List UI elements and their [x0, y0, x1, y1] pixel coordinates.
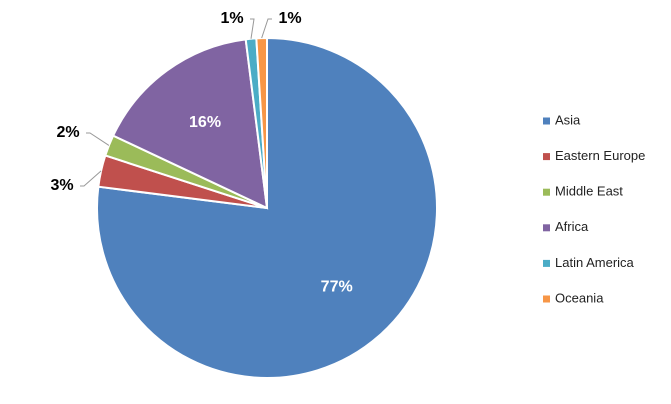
data-label: 2%	[56, 124, 79, 141]
data-label: 3%	[50, 177, 73, 194]
leader-line	[250, 18, 255, 39]
legend-swatch	[543, 153, 550, 161]
data-label: 16%	[189, 114, 221, 131]
legend-swatch	[543, 259, 550, 267]
legend-swatch	[543, 188, 550, 196]
legend-swatch	[543, 295, 550, 303]
legend-label: Oceania	[555, 290, 604, 305]
pie-slice	[96, 36, 438, 379]
pie-slice	[111, 38, 269, 210]
legend-label: Africa	[555, 219, 589, 234]
leader-line	[261, 18, 272, 39]
legend-label: Latin America	[555, 255, 635, 270]
data-label: 1%	[278, 10, 301, 27]
legend-label: Asia	[555, 112, 581, 127]
leader-line	[86, 132, 110, 146]
legend-label: Eastern Europe	[555, 148, 645, 163]
legend-swatch	[543, 117, 550, 125]
leader-line	[80, 170, 102, 187]
legend-label: Middle East	[555, 184, 623, 199]
data-label: 1%	[220, 10, 243, 27]
data-label: 77%	[321, 278, 353, 295]
legend-swatch	[543, 224, 550, 232]
